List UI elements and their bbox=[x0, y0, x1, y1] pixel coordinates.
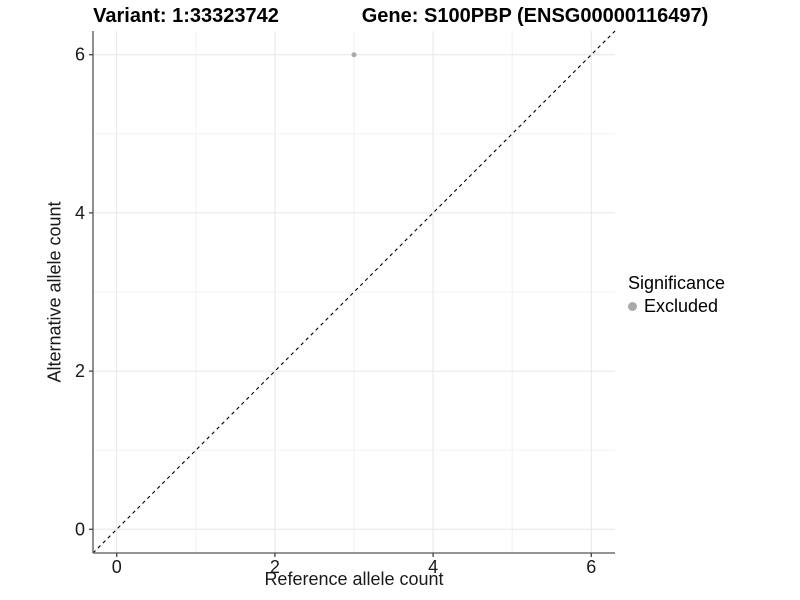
x-axis-title: Reference allele count bbox=[264, 569, 444, 589]
legend: Significance Excluded bbox=[628, 273, 725, 317]
data-point-excluded bbox=[351, 52, 357, 58]
x-tick-label: 0 bbox=[112, 557, 122, 577]
gene-title: Gene: S100PBP (ENSG00000116497) bbox=[361, 5, 709, 27]
variant-title: Variant: 1:33323742 bbox=[93, 5, 279, 27]
y-tick-label: 0 bbox=[75, 519, 85, 539]
legend-title: Significance bbox=[628, 273, 726, 293]
y-tick-label: 2 bbox=[75, 361, 85, 381]
y-tick-label: 6 bbox=[75, 45, 85, 65]
x-tick-label: 6 bbox=[586, 557, 596, 577]
excluded-point-icon bbox=[628, 302, 637, 311]
legend-item-excluded: Excluded bbox=[628, 296, 725, 317]
legend-item-label: Excluded bbox=[644, 296, 719, 316]
y-tick-label: 4 bbox=[75, 203, 85, 223]
y-axis-title: Alternative allele count bbox=[44, 201, 65, 383]
x-tick-label: 4 bbox=[428, 557, 438, 577]
x-tick-label: 2 bbox=[270, 557, 280, 577]
